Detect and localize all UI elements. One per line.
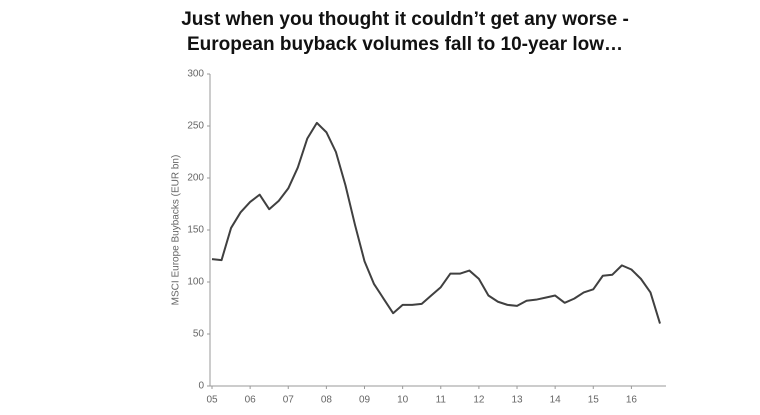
chart-title: Just when you thought it couldn’t get an… <box>181 9 629 30</box>
y-tick-label: 100 <box>187 277 204 288</box>
x-tick-label: 07 <box>283 395 295 406</box>
x-tick-label: 12 <box>473 395 485 406</box>
y-tick-label: 250 <box>187 121 204 132</box>
x-tick-label: 11 <box>436 395 447 406</box>
y-axis-label: MSCI Europe Buybacks (EUR bn) <box>171 155 182 306</box>
x-tick-label: 13 <box>511 395 523 406</box>
x-tick-label: 15 <box>588 395 600 406</box>
line <box>211 121 661 324</box>
x-tick-label: 08 <box>321 395 333 406</box>
x-tick-label: 06 <box>245 395 257 406</box>
x-tick-label: 10 <box>397 395 409 406</box>
x-tick-label: 14 <box>550 395 562 406</box>
y-tick-label: 300 <box>187 69 204 80</box>
x-tick-label: 16 <box>626 395 638 406</box>
y-tick-label: 150 <box>187 225 204 236</box>
x-tick-label: 09 <box>359 395 371 406</box>
y-tick-label: 50 <box>193 329 205 340</box>
y-tick-label: 200 <box>187 173 204 184</box>
x-tick-label: 05 <box>206 395 218 406</box>
y-tick-label: 0 <box>198 381 204 392</box>
chart-title: European buyback volumes fall to 10-year… <box>187 34 623 55</box>
